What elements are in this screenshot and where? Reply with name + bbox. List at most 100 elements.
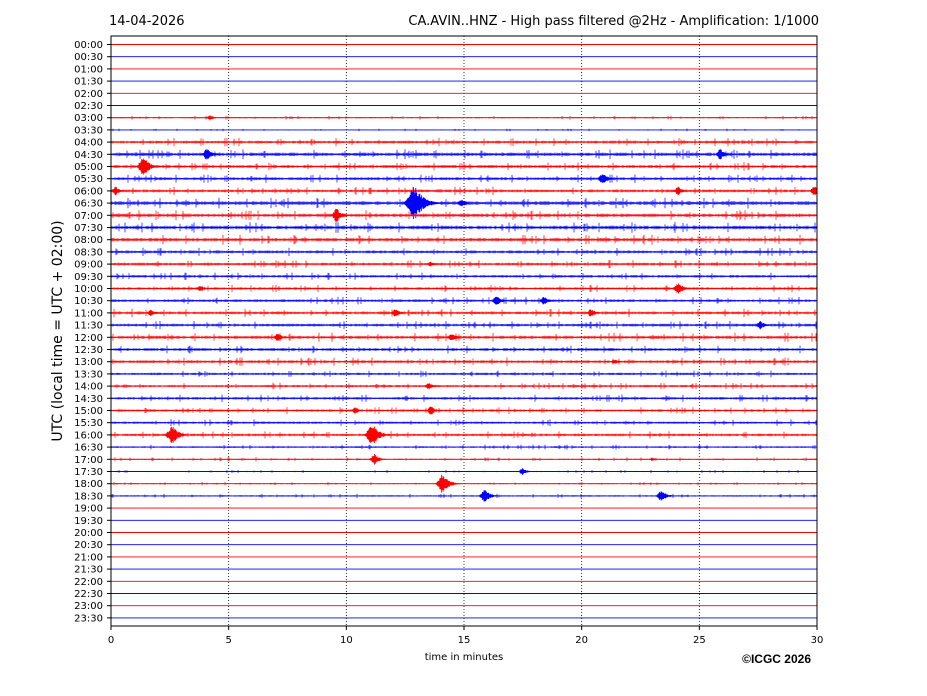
x-tick-label: 25 <box>693 635 706 646</box>
trace-row <box>111 532 817 533</box>
y-tick-label: 12:00 <box>74 333 103 344</box>
seismic-event <box>363 426 392 443</box>
y-tick-label: 08:30 <box>74 247 103 258</box>
x-axis-label: time in minutes <box>425 652 504 663</box>
trace-row <box>111 260 817 269</box>
x-tick-label: 15 <box>458 635 471 646</box>
trace-row <box>111 345 817 354</box>
trace-row <box>111 321 817 330</box>
seismic-event <box>427 261 438 267</box>
y-tick-label: 06:30 <box>74 199 103 210</box>
y-tick-label: 20:00 <box>74 528 103 539</box>
seismic-event <box>391 309 404 317</box>
y-tick-label: 01:00 <box>74 64 103 75</box>
trace-noise <box>111 370 817 378</box>
seismic-event <box>586 309 600 317</box>
vertical-grid <box>228 36 700 626</box>
trace-row <box>111 394 817 403</box>
trace-noise <box>111 407 817 414</box>
trace-row <box>111 296 817 305</box>
y-tick-label: 13:30 <box>74 369 103 380</box>
y-tick-label: 12:30 <box>74 345 103 356</box>
trace-row <box>111 149 817 160</box>
seismic-event <box>755 321 769 330</box>
y-tick-label: 08:00 <box>74 235 103 246</box>
seismic-event <box>201 149 221 160</box>
y-tick-label: 19:00 <box>74 504 103 515</box>
trace-row <box>111 247 817 256</box>
trace-row <box>111 308 817 318</box>
seismic-event <box>809 187 817 195</box>
seismic-event <box>273 333 287 341</box>
trace-noise <box>111 162 817 171</box>
trace-noise <box>111 174 817 183</box>
trace-row <box>111 419 817 427</box>
y-tick-label: 18:30 <box>74 491 103 502</box>
trace-row <box>111 137 817 147</box>
y-tick-label: 17:00 <box>74 455 103 466</box>
trace-noise <box>111 345 817 354</box>
seismic-event <box>539 297 554 305</box>
trace-row <box>111 272 817 280</box>
seismic-event <box>426 406 441 415</box>
trace-noise <box>111 321 817 330</box>
trace-noise <box>145 105 812 106</box>
seismic-event <box>649 457 656 461</box>
x-tick-label: 30 <box>811 635 824 646</box>
seismic-event <box>447 334 462 340</box>
trace-noise <box>111 431 817 439</box>
y-tick-label: 15:30 <box>74 418 103 429</box>
y-tick-label: 11:30 <box>74 321 103 332</box>
trace-row <box>111 444 817 450</box>
trace-row <box>111 115 817 121</box>
seismic-event <box>424 383 436 390</box>
y-tick-label: 11:00 <box>74 308 103 319</box>
seismic-event <box>672 283 689 294</box>
trace-row <box>111 332 817 342</box>
seismic-event <box>402 187 444 219</box>
y-tick-label: 02:00 <box>74 89 103 100</box>
seismic-event <box>206 115 217 121</box>
trace-noise <box>111 444 817 450</box>
trace-noise <box>111 457 817 462</box>
y-tick-label: 05:00 <box>74 162 103 173</box>
copyright-label: ©ICGC 2026 <box>742 652 811 666</box>
trace-row <box>111 426 817 443</box>
seismic-event <box>136 158 161 175</box>
trace-row <box>111 158 817 175</box>
trace-noise <box>111 137 817 147</box>
seismic-event <box>478 490 499 502</box>
seismic-event <box>331 208 349 222</box>
trace-noise <box>142 507 753 509</box>
trace-row <box>111 490 817 502</box>
chart-title: CA.AVIN..HNZ - High pass filtered @2Hz -… <box>408 14 819 29</box>
y-tick-label: 07:30 <box>74 223 103 234</box>
trace-row <box>111 222 817 233</box>
y-tick-label: 14:30 <box>74 394 103 405</box>
trace-noise <box>111 115 816 120</box>
trace-row <box>111 283 817 294</box>
x-axis-ticks: 0 5 10 15 20 25 30 <box>108 626 824 646</box>
y-tick-label: 05:30 <box>74 174 103 185</box>
trace-noise <box>111 272 817 280</box>
trace-noise <box>111 357 817 366</box>
trace-row <box>111 174 817 183</box>
seismic-event <box>716 149 732 160</box>
trace-row <box>111 357 817 366</box>
y-tick-label: 00:30 <box>74 52 103 63</box>
y-tick-label: 04:30 <box>74 150 103 161</box>
y-tick-label: 13:00 <box>74 357 103 368</box>
trace-row <box>111 234 817 245</box>
seismic-event <box>611 359 622 364</box>
seismic-event <box>656 491 675 501</box>
trace-noise <box>111 247 817 256</box>
trace-row <box>111 186 817 196</box>
trace-noise <box>111 332 817 342</box>
y-tick-label: 19:30 <box>74 516 103 527</box>
trace-row <box>111 468 817 475</box>
date-label: 14-04-2026 <box>109 14 185 29</box>
trace-noise <box>111 394 817 403</box>
plot-area <box>110 35 818 627</box>
